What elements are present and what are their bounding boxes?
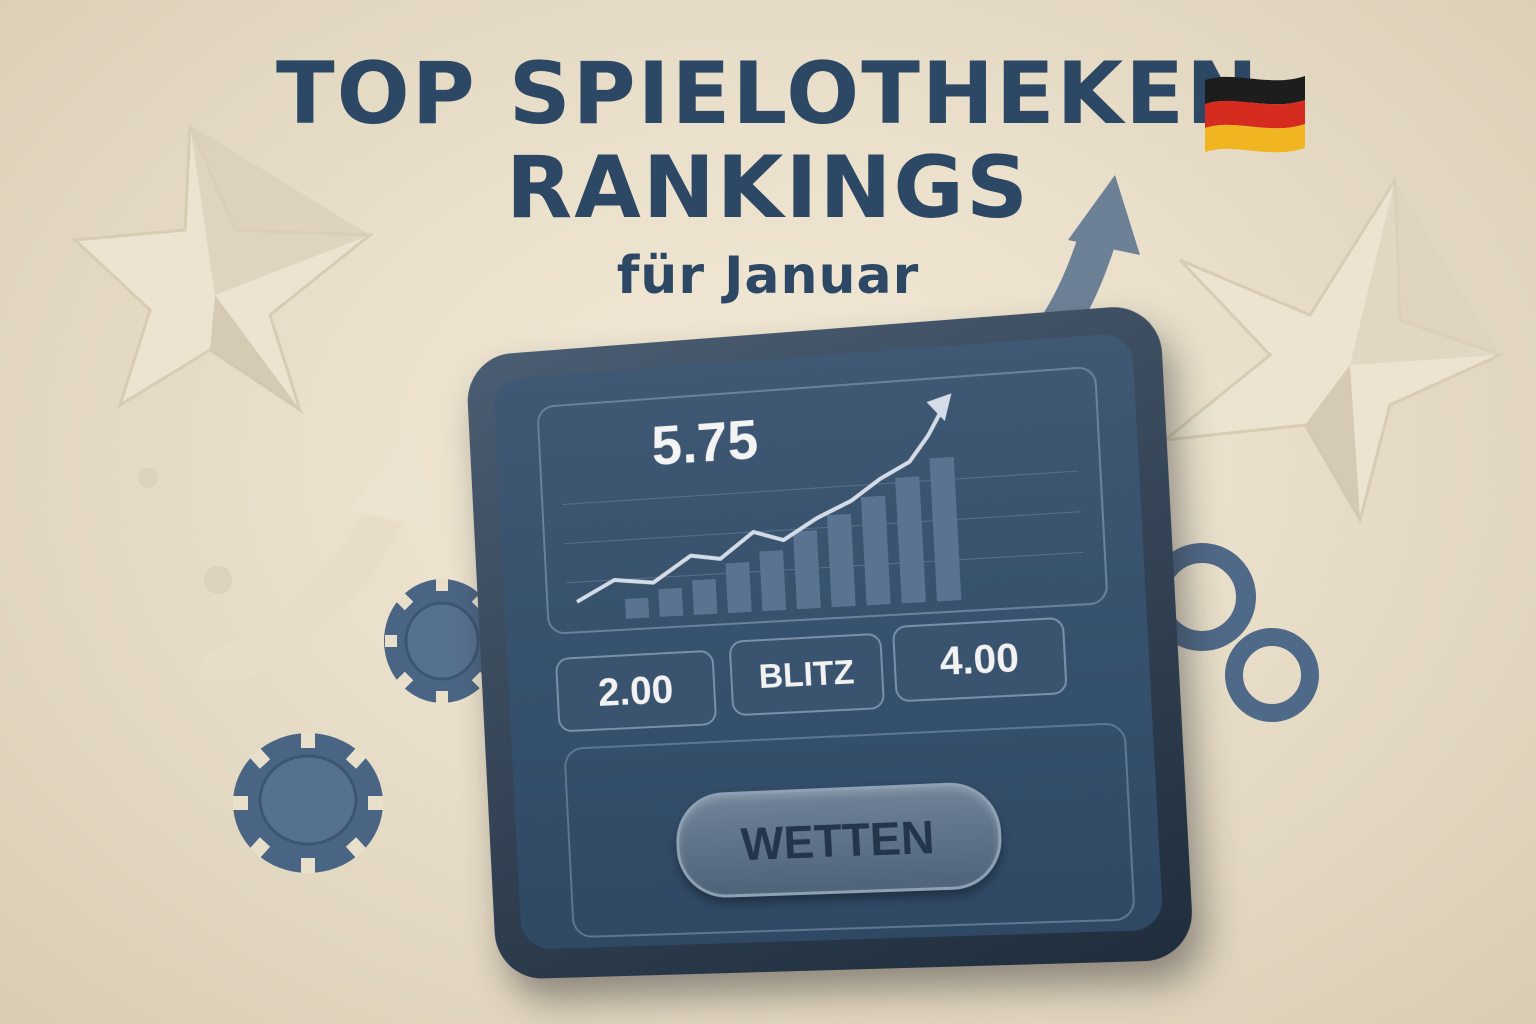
bet-button[interactable]: WETTEN bbox=[674, 781, 1004, 900]
tablet-screen: 5.75 2.00 BLITZ 4.00 WETTEN bbox=[493, 332, 1163, 949]
bet-panel: WETTEN bbox=[563, 722, 1136, 938]
ring-icon bbox=[1222, 625, 1322, 725]
chart-panel: 5.75 bbox=[536, 366, 1108, 635]
odds-button-blitz[interactable]: BLITZ bbox=[729, 633, 886, 717]
germany-flag-icon bbox=[1200, 70, 1310, 154]
tablet-frame: 5.75 2.00 BLITZ 4.00 WETTEN bbox=[465, 304, 1194, 980]
odds-button-low[interactable]: 2.00 bbox=[555, 650, 717, 733]
odds-row: 2.00 BLITZ 4.00 bbox=[555, 620, 1116, 728]
page-subtitle: für Januar bbox=[0, 246, 1536, 306]
odds-button-high[interactable]: 4.00 bbox=[892, 617, 1068, 703]
tablet-device: 5.75 2.00 BLITZ 4.00 WETTEN bbox=[465, 304, 1194, 980]
bubble-decoration bbox=[130, 460, 250, 620]
poker-chip-icon bbox=[228, 728, 388, 878]
